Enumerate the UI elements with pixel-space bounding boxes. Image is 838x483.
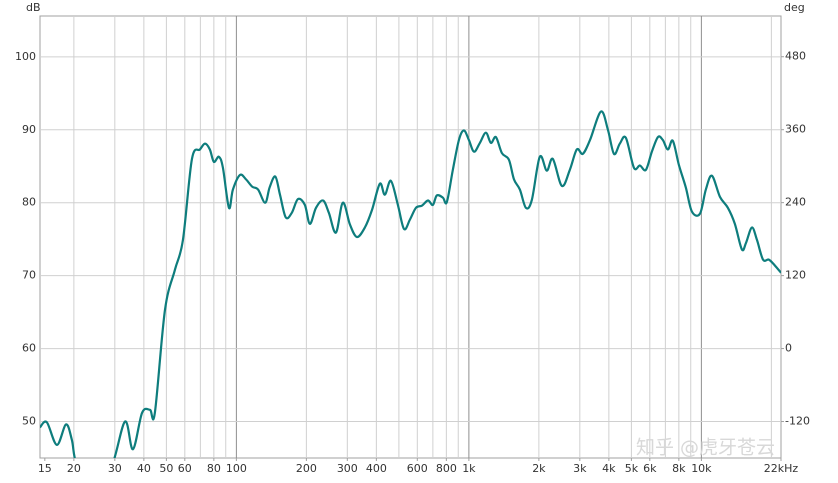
y-tick-label: 70 [22,269,36,282]
x-tick-label: 6k [643,462,657,475]
y-tick-label: 80 [22,196,36,209]
x-tick-label: 60 [178,462,192,475]
x-tick-label: 100 [226,462,247,475]
y-tick-label: 100 [15,50,36,63]
y-tick-label: 60 [22,342,36,355]
x-tick-label: 10k [691,462,712,475]
y-tick-label: 90 [22,123,36,136]
x-tick-label: 600 [407,462,428,475]
y2-tick-label: 0 [785,342,792,355]
x-tick-label: 300 [337,462,358,475]
x-tick-label: 15 [38,462,52,475]
x-tick-label: 5k [625,462,639,475]
y-unit-label: dB [26,1,41,14]
plot-frame [39,15,782,459]
x-tick-label: 50 [159,462,173,475]
y2-tick-label: 360 [785,123,806,136]
x-tick-label: 30 [108,462,122,475]
x-tick-label: 8k [672,462,686,475]
y-tick-label: 50 [22,415,36,428]
y2-tick-label: 240 [785,196,806,209]
x-tick-label: 2k [532,462,546,475]
x-tick-label: 3k [573,462,587,475]
x-tick-label: 22kHz [764,462,799,475]
watermark: 知乎 @虎牙苍云 [636,437,775,459]
y2-unit-label: deg [784,1,805,14]
y2-tick-label: 120 [785,269,806,282]
x-tick-label: 200 [296,462,317,475]
x-tick-label: 800 [436,462,457,475]
x-tick-label: 4k [602,462,616,475]
y2-tick-label: -120 [785,415,810,428]
x-tick-label: 80 [207,462,221,475]
x-tick-label: 1k [462,462,476,475]
response-curve [40,110,781,458]
y2-tick-label: 480 [785,50,806,63]
x-tick-label: 20 [67,462,81,475]
x-tick-label: 400 [366,462,387,475]
x-tick-label: 40 [137,462,151,475]
